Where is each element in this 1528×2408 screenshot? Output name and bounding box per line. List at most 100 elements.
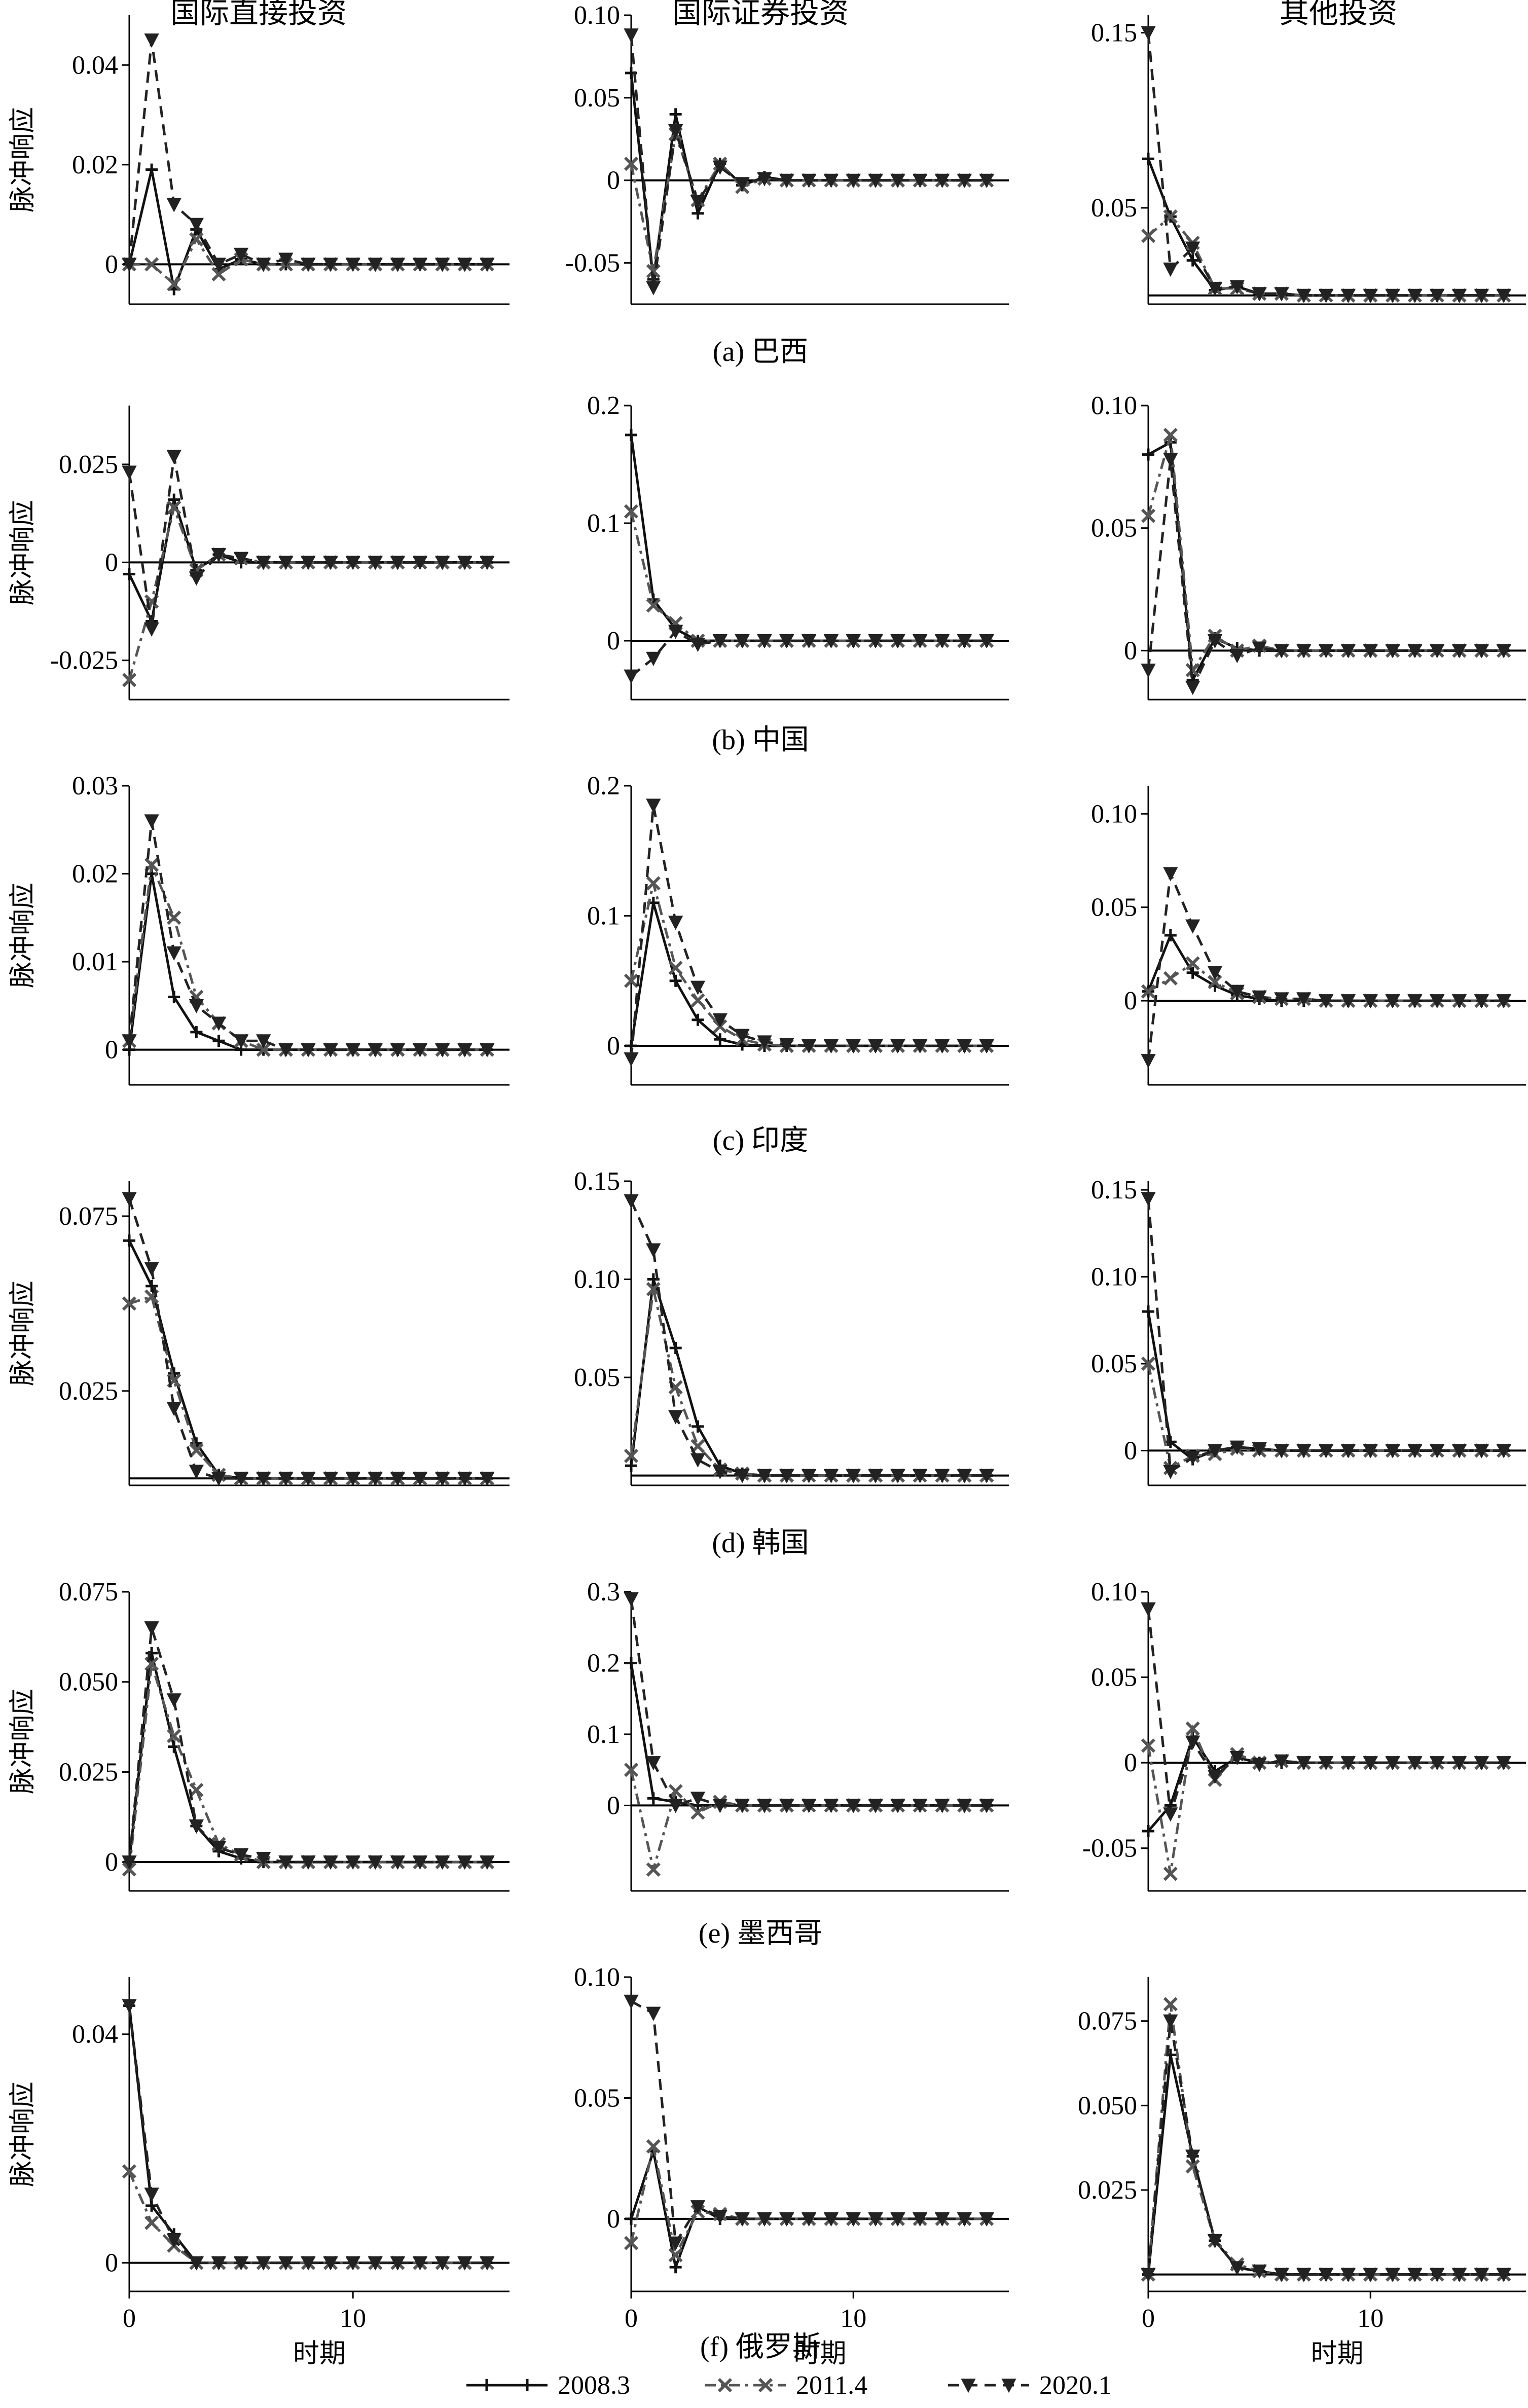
- data-point: [913, 2212, 928, 2227]
- data-point: [1340, 1444, 1356, 1458]
- data-point: [1430, 644, 1445, 659]
- data-point: [1496, 1756, 1511, 1771]
- series-line: [1147, 1198, 1504, 1474]
- series-line: [1147, 1724, 1504, 1874]
- data-point: [913, 1799, 928, 1813]
- series-line: [128, 2005, 487, 2265]
- data-point: [189, 999, 204, 1013]
- y-tick-label: 0.025: [1078, 2176, 1137, 2205]
- data-point: [913, 634, 928, 649]
- y-tick-label: 0.025: [59, 450, 118, 479]
- data-point: [1142, 153, 1154, 165]
- data-point: [167, 910, 181, 925]
- data-point: [1207, 1770, 1223, 1784]
- y-axis-label: 脉冲响应: [8, 107, 38, 212]
- data-point: [189, 217, 204, 232]
- caption-korea: (d) 韩国: [712, 1527, 809, 1559]
- data-point: [1141, 508, 1156, 523]
- data-point: [144, 2215, 159, 2230]
- data-point: [1141, 2268, 1156, 2282]
- data-point: [189, 232, 204, 247]
- data-point: [1207, 2234, 1223, 2249]
- data-point: [779, 2212, 794, 2227]
- panel-r6-c2: 0 0.05 0.10 0 10 时期: [574, 1963, 1009, 2369]
- data-point: [801, 634, 817, 649]
- y-tick-label: 0.05: [574, 2084, 620, 2112]
- y-tick-label: 0.075: [59, 1202, 118, 1231]
- data-point: [868, 1799, 883, 1813]
- data-point: [412, 2256, 428, 2271]
- series-2008.3: [1142, 1731, 1510, 1837]
- data-point: [846, 2212, 861, 2227]
- data-point: [256, 1472, 271, 1486]
- data-point: [1229, 280, 1245, 295]
- data-point: [168, 493, 180, 506]
- panel-r6-c1: 0 0.04 0 10 时期 脉冲响应: [8, 1977, 510, 2369]
- data-point: [646, 598, 661, 613]
- series-2008.3: [123, 1234, 493, 1485]
- data-point: [256, 1852, 271, 1867]
- data-point: [145, 1647, 158, 1659]
- y-tick-label: 0.10: [1091, 799, 1137, 828]
- data-point: [1430, 2268, 1445, 2282]
- series-2011.4: [122, 2164, 495, 2270]
- data-point: [890, 1799, 905, 1813]
- data-point: [890, 173, 905, 188]
- data-point: [345, 1472, 360, 1486]
- y-tick-label: 0.05: [1091, 893, 1137, 922]
- data-point: [712, 160, 727, 175]
- data-point: [144, 33, 159, 48]
- data-point: [189, 1465, 204, 1479]
- series-2011.4: [1141, 1997, 1511, 2282]
- caption-brazil: (a) 巴西: [713, 336, 808, 368]
- y-tick-label: 0.1: [587, 509, 620, 538]
- data-point: [1385, 1444, 1400, 1458]
- data-point: [122, 1034, 137, 1049]
- data-point: [1318, 2268, 1334, 2282]
- data-point: [934, 634, 950, 649]
- data-point: [1451, 1444, 1467, 1458]
- data-point: [323, 2256, 338, 2271]
- data-point: [1430, 1444, 1445, 1458]
- data-point: [256, 2256, 271, 2271]
- data-point: [624, 1763, 639, 1777]
- data-point: [868, 1039, 883, 1054]
- data-point: [434, 2256, 450, 2271]
- data-point: [123, 568, 135, 580]
- data-point: [1451, 1756, 1467, 1771]
- series-2020.1: [122, 1621, 495, 1870]
- data-point: [1163, 262, 1178, 277]
- caption-russia: (f) 俄罗斯: [700, 2331, 821, 2363]
- data-point: [712, 1465, 727, 1480]
- data-point: [823, 1469, 839, 1483]
- data-point: [189, 1819, 204, 1834]
- data-point: [890, 2212, 905, 2227]
- panel-r1-c3: 0.05 0.15: [1091, 15, 1526, 305]
- data-point: [1407, 1444, 1423, 1458]
- series-2011.4: [624, 1763, 994, 1877]
- series-2020.1: [122, 1192, 495, 1486]
- series-line: [1147, 1609, 1504, 1815]
- data-point: [166, 198, 181, 212]
- data-point: [757, 1035, 772, 1050]
- panel-r5-c1: 0 0.025 0.050 0.075 脉冲响应: [8, 1578, 510, 1892]
- data-point: [1363, 644, 1378, 659]
- series-line: [1147, 158, 1504, 297]
- y-tick-label: 0: [607, 166, 620, 195]
- series-2020.1: [1141, 867, 1511, 1069]
- series-2011.4: [122, 858, 495, 1057]
- data-point: [167, 1729, 181, 1743]
- data-point: [412, 1472, 428, 1486]
- data-point: [390, 1043, 406, 1057]
- data-point: [913, 1469, 928, 1483]
- data-point: [624, 504, 639, 519]
- data-point: [166, 2233, 181, 2248]
- series-line: [630, 1598, 987, 1807]
- data-point: [1296, 2268, 1312, 2282]
- series-2008.3: [1142, 1305, 1510, 1466]
- data-point: [1207, 1444, 1223, 1458]
- data-point: [278, 556, 294, 570]
- data-point: [1430, 288, 1445, 303]
- data-point: [735, 1469, 750, 1483]
